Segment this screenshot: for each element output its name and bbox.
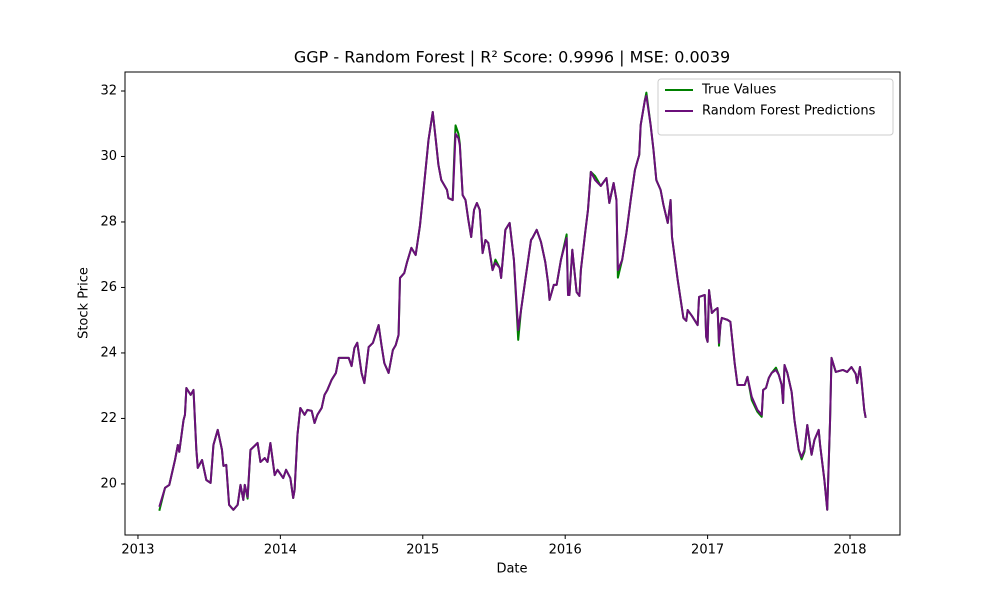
legend-label: Random Forest Predictions — [702, 104, 876, 119]
y-tick-label: 24 — [100, 345, 117, 360]
legend-label: True Values — [701, 83, 776, 98]
x-tick-label: 2013 — [121, 543, 154, 558]
y-tick-label: 32 — [100, 83, 117, 98]
y-axis-label: Stock Price — [77, 267, 92, 339]
y-tick-label: 22 — [100, 411, 117, 426]
x-axis-label: Date — [496, 562, 527, 577]
x-tick-label: 2015 — [406, 543, 439, 558]
y-tick-label: 28 — [100, 214, 117, 229]
x-tick-label: 2016 — [549, 543, 582, 558]
x-tick-label: 2018 — [833, 543, 866, 558]
y-tick-label: 20 — [100, 476, 117, 491]
legend-box — [657, 78, 894, 136]
series-line — [158, 94, 867, 511]
x-tick-label: 2014 — [264, 543, 297, 558]
y-tick-label: 30 — [100, 149, 117, 164]
chart-title: GGP - Random Forest | R² Score: 0.9996 |… — [294, 48, 730, 67]
y-tick-label: 26 — [100, 280, 117, 295]
x-tick-label: 2017 — [691, 543, 724, 558]
plot-frame — [124, 71, 901, 536]
